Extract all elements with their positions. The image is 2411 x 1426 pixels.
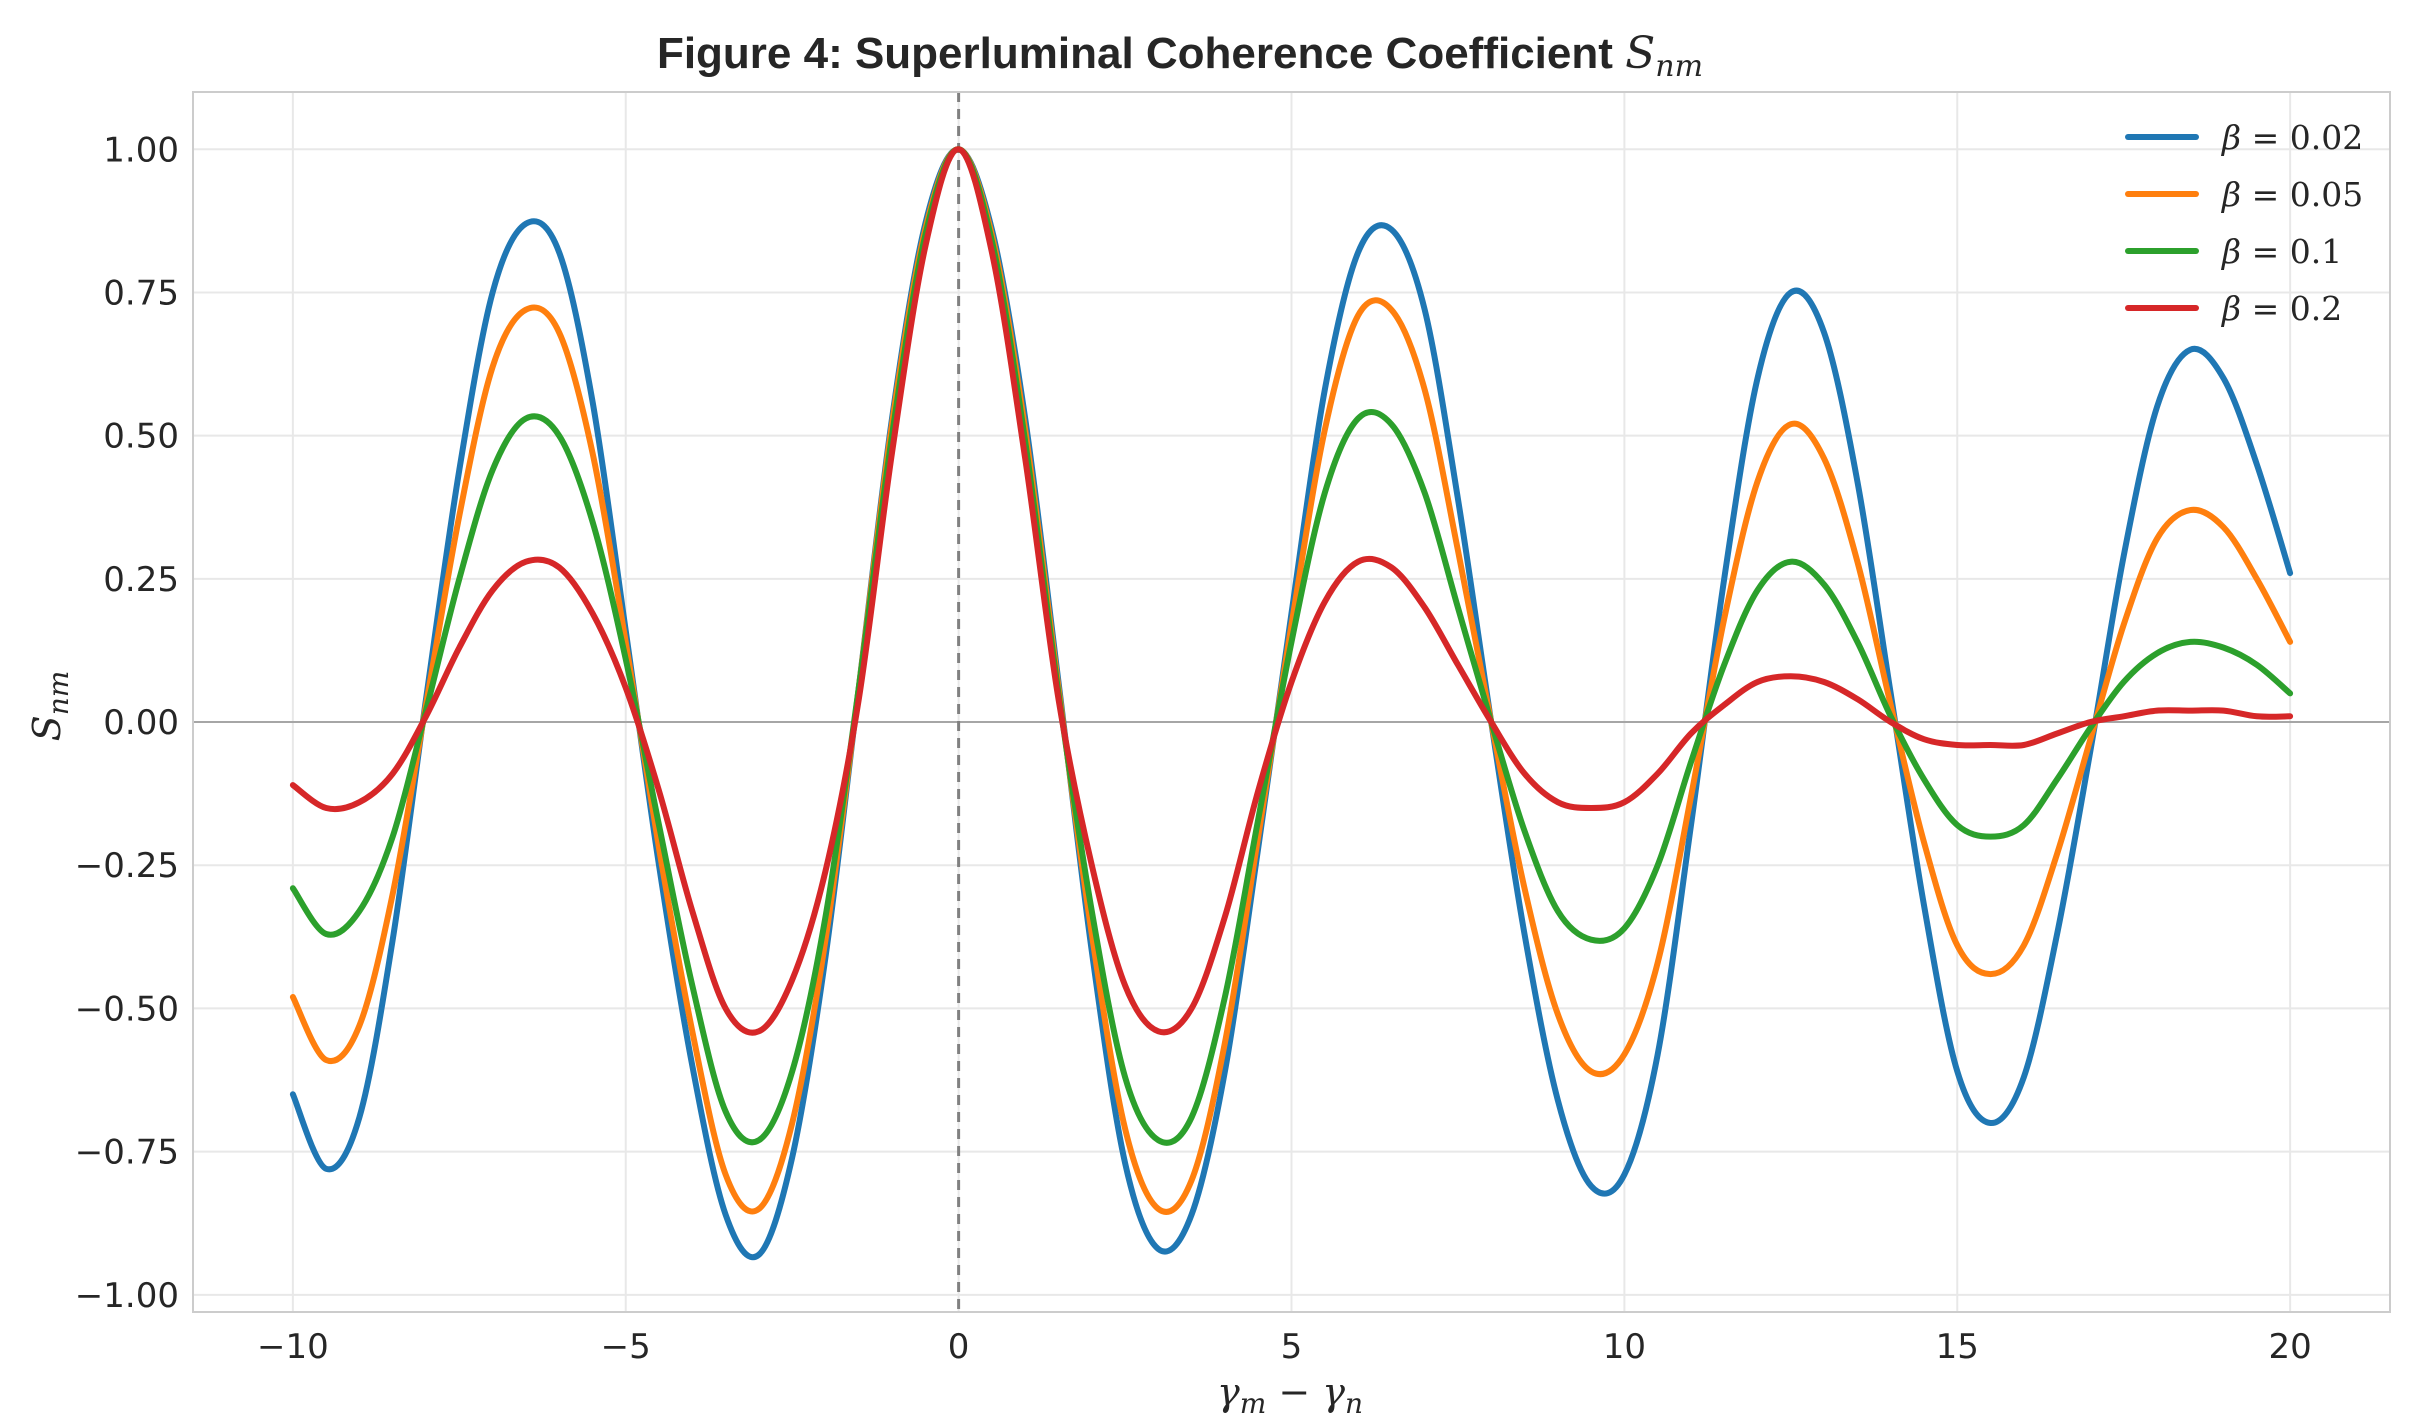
y-tick-label-3: 0.25 [103,560,179,600]
legend-label-1: β = 0.05 [2220,175,2363,214]
chart-title: Figure 4: Superluminal Coherence Coeffic… [657,28,1703,84]
legend-label-3: β = 0.2 [2220,289,2342,328]
x-tick-label-1: −5 [601,1327,651,1367]
x-tick-label-2: 0 [948,1327,970,1367]
x-axis-label-b: γ [1322,1370,1345,1414]
x-tick-labels: −10 −5 0 5 10 15 20 [257,1327,2312,1367]
chart-title-text: Figure 4: Superluminal Coherence Coeffic… [657,29,1613,78]
x-axis-label: γm − γn [1217,1370,1363,1420]
x-axis-label-b-sub: n [1345,1387,1363,1420]
chart-title-symbol-sub: nm [1655,49,1703,84]
x-tick-label-6: 20 [2269,1327,2312,1367]
x-axis-label-a-sub: m [1240,1387,1267,1420]
y-tick-label-6: −0.50 [75,989,179,1029]
chart-title-symbol: S [1625,28,1655,79]
y-tick-label-0: 1.00 [103,130,179,170]
y-tick-label-5: −0.25 [75,846,179,886]
legend-label-2: β = 0.1 [2220,232,2342,271]
y-axis-label-sym: S [25,715,69,741]
series-layer [289,146,2294,1261]
reference-lines [193,92,2390,1312]
y-tick-label-1: 0.75 [103,273,179,313]
legend-label-0: β = 0.02 [2220,118,2363,157]
x-axis-label-a: γ [1217,1370,1240,1414]
y-tick-label-4: 0.00 [103,703,179,743]
x-axis-label-op: − [1266,1370,1322,1414]
y-tick-labels: 1.00 0.75 0.50 0.25 0.00 −0.25 −0.50 −0.75 −1.00 [75,130,179,1316]
x-tick-label-3: 5 [1281,1327,1303,1367]
x-tick-label-4: 10 [1603,1327,1646,1367]
y-axis-label: Snm [25,671,75,742]
y-tick-label-8: −1.00 [75,1276,179,1316]
plot-frame [192,91,2391,1313]
y-axis-label-sub: nm [42,671,75,716]
y-tick-label-2: 0.50 [103,417,179,457]
x-tick-label-0: −10 [257,1327,329,1367]
y-tick-label-7: −0.75 [75,1133,179,1173]
series-line-3 [289,146,2294,1036]
legend: β = 0.02 β = 0.05 β = 0.1 β = 0.2 [2125,118,2363,328]
x-tick-label-5: 15 [1936,1327,1979,1367]
